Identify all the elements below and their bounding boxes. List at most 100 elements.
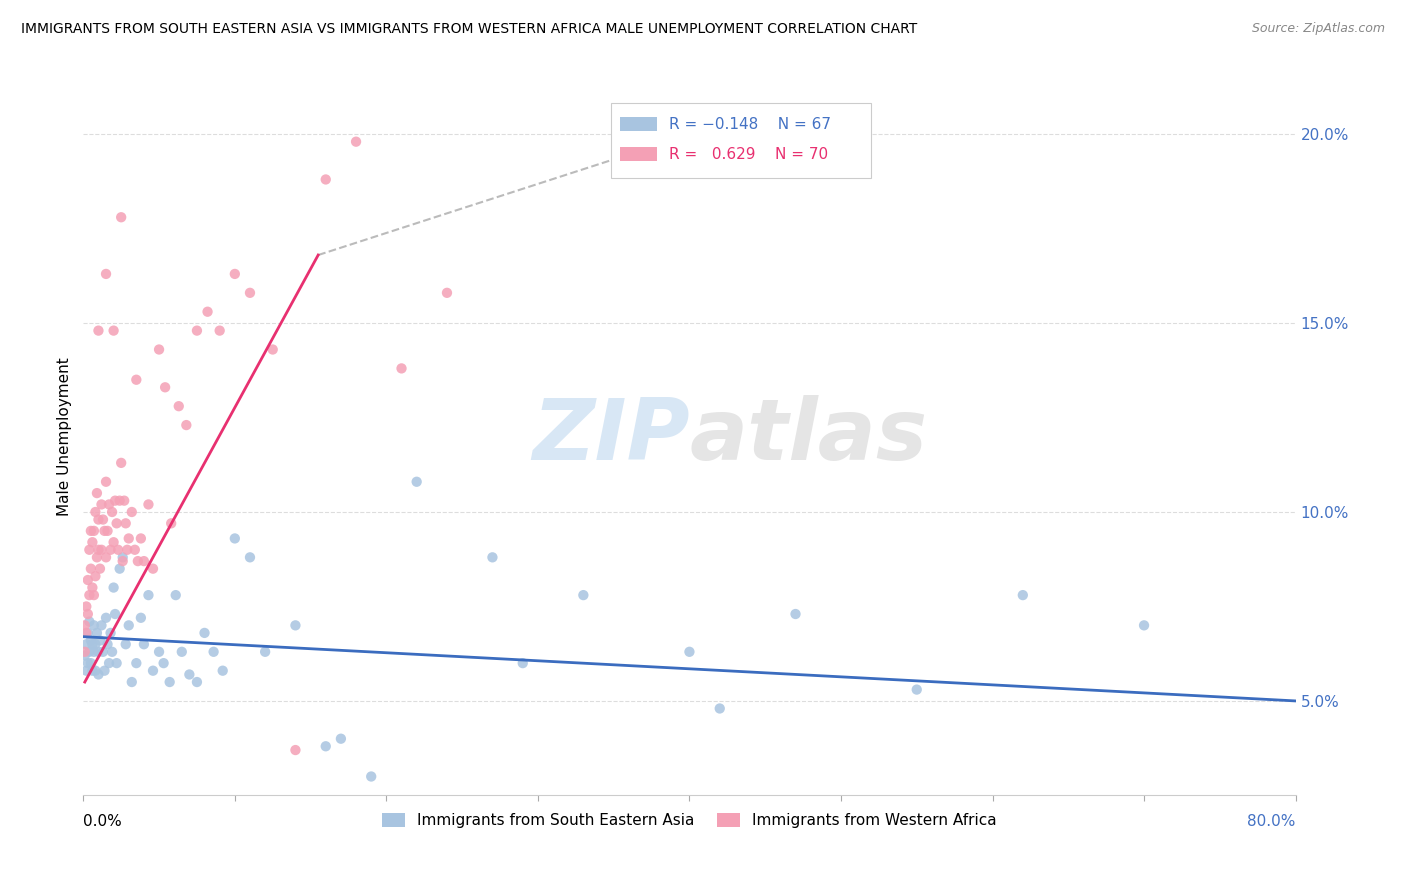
Point [76,573,98,587]
Point [73,618,96,632]
Point [83,524,105,538]
Point [262,343,284,357]
Point [80,524,103,538]
Point [391,361,413,376]
Point [111,554,134,568]
Point [91,512,114,526]
Point [360,770,382,784]
Point [115,542,138,557]
Point [89,633,111,648]
Point [436,285,458,300]
Point [254,645,277,659]
Point [905,682,928,697]
Point [138,498,160,512]
Point [138,588,160,602]
Text: ZIP: ZIP [531,395,689,478]
Point [93,664,115,678]
Point [176,418,198,433]
Point [1133,618,1156,632]
Point [84,505,107,519]
Point [94,475,117,489]
Point [108,562,131,576]
Point [96,524,118,538]
Point [100,542,122,557]
Point [284,618,307,632]
Point [84,569,107,583]
Point [103,535,125,549]
Point [160,516,183,531]
Point [89,562,111,576]
Point [73,648,96,663]
Point [108,493,131,508]
Point [86,626,108,640]
Y-axis label: Male Unemployment: Male Unemployment [58,357,72,516]
FancyBboxPatch shape [610,103,872,178]
Point [104,607,127,621]
Point [101,505,124,519]
Point [90,542,112,557]
Point [329,731,352,746]
Point [709,701,731,715]
Point [315,172,337,186]
Point [118,532,141,546]
Point [87,324,110,338]
Point [80,633,103,648]
Point [100,626,122,640]
FancyBboxPatch shape [620,117,657,131]
Point [90,498,112,512]
Point [83,618,105,632]
Text: R = −0.148    N = 67: R = −0.148 N = 67 [669,117,831,132]
Point [481,550,503,565]
Point [98,498,121,512]
Point [103,581,125,595]
FancyBboxPatch shape [620,147,657,161]
Text: 80.0%: 80.0% [1247,814,1295,830]
Point [79,645,101,659]
Point [87,645,110,659]
Point [118,618,141,632]
Point [405,475,427,489]
Point [211,664,233,678]
Point [82,637,104,651]
Point [186,324,208,338]
Point [224,267,246,281]
Point [132,637,155,651]
Point [193,626,215,640]
Point [87,512,110,526]
Point [148,343,170,357]
Point [124,542,146,557]
Point [86,550,108,565]
Point [80,562,103,576]
Point [148,645,170,659]
Point [239,550,262,565]
Text: IMMIGRANTS FROM SOUTH EASTERN ASIA VS IMMIGRANTS FROM WESTERN AFRICA MALE UNEMPL: IMMIGRANTS FROM SOUTH EASTERN ASIA VS IM… [21,22,917,37]
Point [129,611,152,625]
Point [110,211,132,225]
Point [94,550,117,565]
Point [159,675,181,690]
Point [572,588,595,602]
Point [75,626,97,640]
Point [82,664,104,678]
Point [79,542,101,557]
Point [129,532,152,546]
Point [75,664,97,678]
Point [75,599,97,614]
Point [94,267,117,281]
Point [197,304,219,318]
Point [84,637,107,651]
Point [785,607,807,621]
Point [105,516,128,531]
Point [208,324,231,338]
Legend: Immigrants from South Eastern Asia, Immigrants from Western Africa: Immigrants from South Eastern Asia, Immi… [375,807,1002,834]
Point [512,656,534,670]
Point [152,656,174,670]
Point [79,615,101,629]
Point [90,618,112,632]
Point [87,667,110,681]
Point [93,524,115,538]
Point [76,607,98,621]
Point [111,550,134,565]
Point [127,554,149,568]
Point [84,664,107,678]
